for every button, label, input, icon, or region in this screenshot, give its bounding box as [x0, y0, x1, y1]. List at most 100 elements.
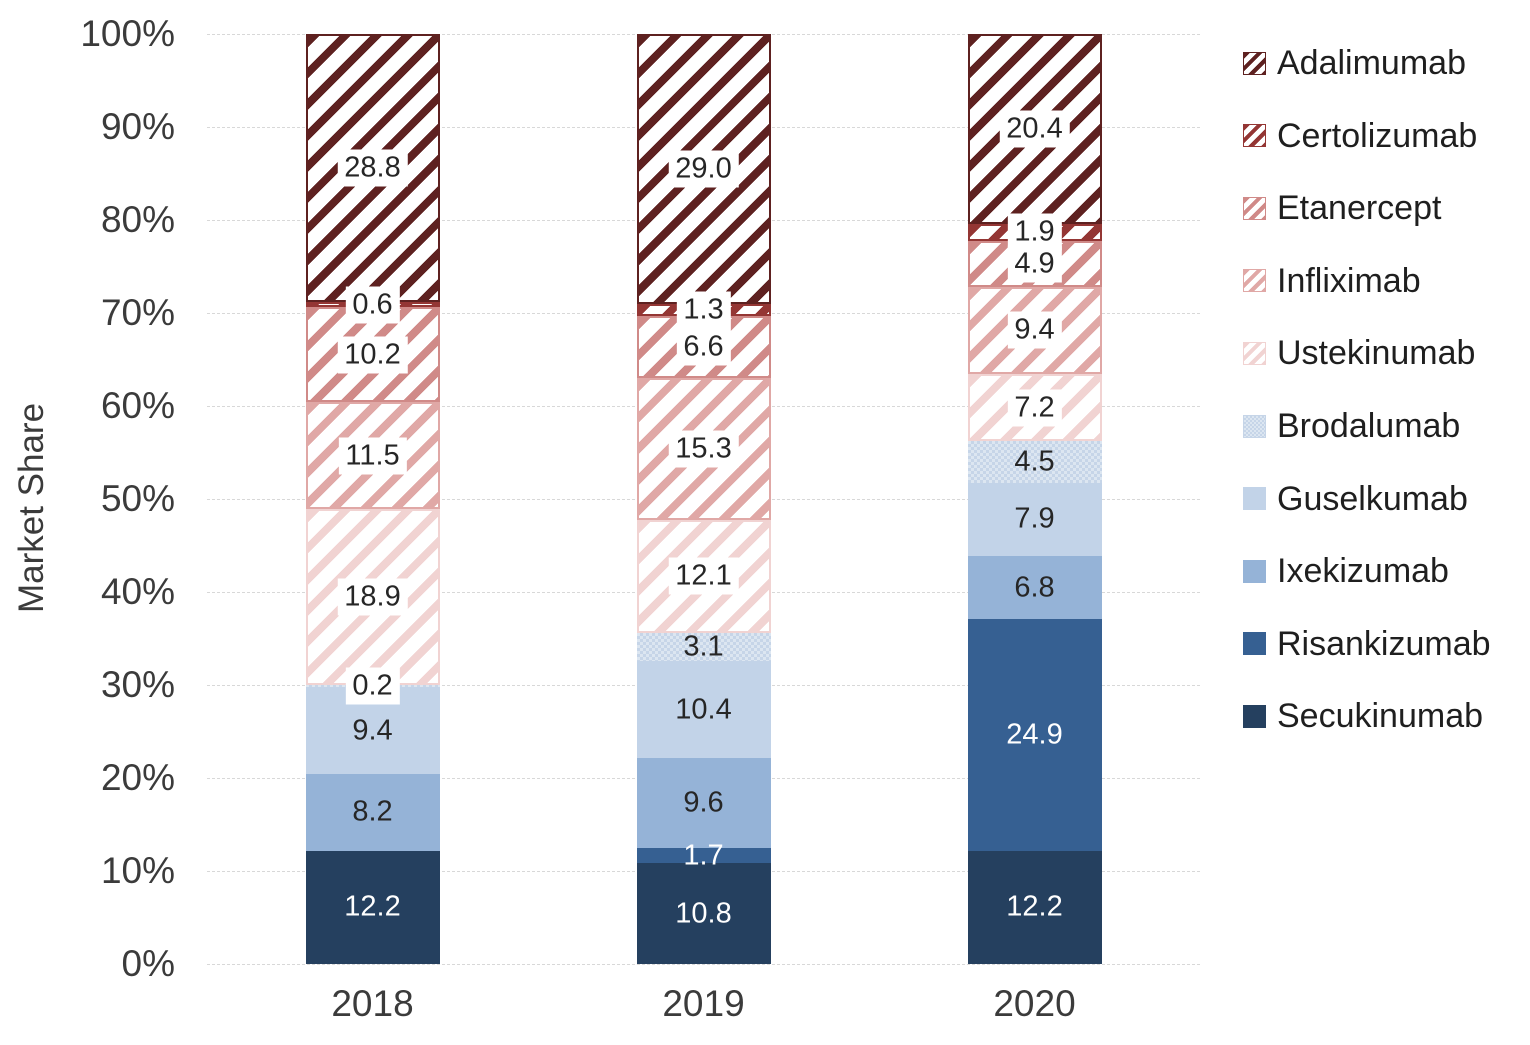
segment-adalimumab-2019: 29.0	[636, 34, 771, 305]
value-label: 12.2	[1006, 890, 1063, 923]
y-tick-label: 70%	[100, 292, 175, 333]
legend-item-label: Adalimumab	[1277, 44, 1466, 82]
plot-area: 28.8 0.6 10.2 11.5 18.9 0.2 9.4 8.2 12.2 29.0 1.3 6…	[207, 34, 1200, 965]
y-tick-label: 50%	[100, 478, 175, 519]
y-tick-label: 80%	[100, 199, 175, 240]
gridline	[207, 964, 1200, 965]
legend-swatch-infliximab	[1243, 269, 1266, 293]
y-tick-label: 40%	[100, 571, 175, 612]
legend-item-brodalumab: Brodalumab	[1243, 407, 1460, 445]
segment-ixekizumab-2019: 9.6	[636, 758, 771, 848]
value-label: 9.4	[1007, 311, 1062, 349]
legend-item-risankizumab: Risankizumab	[1243, 625, 1491, 663]
legend-swatch-secukinumab	[1243, 704, 1266, 728]
segment-ustekinumab-2019: 12.1	[636, 520, 771, 633]
y-tick-label: 20%	[100, 757, 175, 798]
segment-ixekizumab-2020: 6.8	[967, 556, 1102, 620]
value-label: 7.9	[1014, 502, 1055, 535]
legend-item-ixekizumab: Ixekizumab	[1243, 552, 1449, 590]
legend-swatch-etanercept	[1243, 196, 1266, 220]
value-label: 18.9	[337, 578, 408, 616]
value-label: 10.4	[675, 693, 732, 726]
value-label: 12.2	[344, 890, 401, 923]
legend-swatch-certolizumab	[1243, 124, 1266, 148]
segment-risankizumab-2020: 24.9	[967, 619, 1102, 851]
segment-infliximab-2019: 15.3	[636, 377, 771, 520]
segment-certolizumab-2019: 1.3	[636, 291, 771, 329]
value-label: 6.8	[1014, 571, 1055, 604]
legend-item-label: Infliximab	[1277, 261, 1421, 300]
segment-guselkumab-2020: 7.9	[967, 482, 1102, 557]
y-tick-label: 0%	[121, 943, 175, 984]
legend-item-guselkumab: Guselkumab	[1243, 480, 1468, 518]
value-label: 3.1	[683, 630, 724, 663]
value-label: 9.4	[352, 714, 393, 747]
y-tick-label: 10%	[100, 850, 175, 891]
segment-adalimumab-2020: 20.4	[967, 34, 1102, 224]
segment-secukinumab-2020: 12.2	[967, 850, 1102, 964]
legend-swatch-adalimumab	[1243, 51, 1266, 75]
legend-item-label: Ustekinumab	[1277, 334, 1476, 373]
legend-item-secukinumab: Secukinumab	[1243, 697, 1483, 735]
y-tick-label: 30%	[100, 664, 175, 705]
segment-etanercept-2019: 6.6	[636, 316, 771, 378]
value-label: 4.9	[1007, 245, 1062, 283]
legend-item-label: Secukinumab	[1277, 697, 1484, 736]
x-tick-label: 2019	[662, 983, 745, 1024]
legend-item-adalimumab: Adalimumab	[1243, 44, 1466, 82]
x-tick-label: 2020	[993, 983, 1076, 1024]
value-label: 12.1	[668, 557, 739, 595]
legend-item-label: Certolizumab	[1277, 116, 1478, 155]
value-label: 7.2	[1007, 389, 1062, 427]
legend-item-label: Risankizumab	[1277, 624, 1491, 663]
legend-item-label: Brodalumab	[1277, 407, 1461, 445]
segment-infliximab-2020: 9.4	[967, 286, 1102, 375]
x-tick-label: 2018	[331, 983, 414, 1024]
legend-item-ustekinumab: Ustekinumab	[1243, 334, 1475, 372]
value-label: 11.5	[338, 437, 407, 475]
value-label: 10.2	[337, 336, 408, 374]
segment-guselkumab-2019: 10.4	[636, 661, 771, 759]
segment-brodalumab-2020: 4.5	[967, 440, 1102, 483]
legend-item-etanercept: Etanercept	[1243, 189, 1441, 227]
legend-item-infliximab: Infliximab	[1243, 262, 1421, 300]
value-label: 24.9	[1006, 718, 1063, 751]
y-tick-label: 60%	[100, 385, 175, 426]
segment-risankizumab-2019: 1.7	[636, 839, 771, 871]
segment-infliximab-2018: 11.5	[305, 402, 440, 510]
segment-ustekinumab-2018: 18.9	[305, 509, 440, 686]
segment-brodalumab-2019: 3.1	[636, 631, 771, 663]
legend-item-label: Guselkumab	[1277, 479, 1468, 518]
segment-ustekinumab-2020: 7.2	[967, 374, 1102, 441]
bar-2019: 29.0 1.3 6.6 15.3 12.1 3.1 10.4 9.6 1.7 10.8	[636, 34, 771, 964]
value-label: 10.8	[675, 897, 732, 930]
value-label: 4.5	[1014, 445, 1055, 478]
legend-swatch-ustekinumab	[1243, 341, 1266, 365]
segment-brodalumab-2018: 0.2	[305, 667, 440, 705]
value-label: 1.3	[676, 291, 731, 329]
value-label: 6.6	[676, 328, 731, 366]
value-label: 0.6	[345, 286, 400, 324]
value-label: 9.6	[683, 786, 724, 819]
segment-ixekizumab-2018: 8.2	[305, 774, 440, 851]
segment-secukinumab-2018: 12.2	[305, 850, 440, 964]
segment-certolizumab-2020: 1.9	[967, 213, 1102, 251]
value-label: 20.4	[999, 110, 1070, 148]
legend-swatch-risankizumab	[1243, 632, 1266, 656]
y-tick-label: 100%	[80, 13, 175, 54]
legend-swatch-ixekizumab	[1243, 559, 1266, 583]
value-label: 1.7	[683, 839, 724, 872]
bar-2018: 28.8 0.6 10.2 11.5 18.9 0.2 9.4 8.2 12.2	[305, 34, 440, 964]
bar-2020: 20.4 1.9 4.9 9.4 7.2 4.5 7.9 6.8 24.9 12.2	[967, 34, 1102, 964]
y-tick-label: 90%	[100, 106, 175, 147]
segment-etanercept-2020: 4.9	[967, 241, 1102, 287]
legend-item-certolizumab: Certolizumab	[1243, 117, 1477, 155]
value-label: 8.2	[352, 795, 393, 828]
legend-item-label: Etanercept	[1277, 189, 1442, 228]
value-label: 28.8	[337, 149, 408, 187]
legend-swatch-guselkumab	[1243, 487, 1266, 511]
segment-adalimumab-2018: 28.8	[305, 34, 440, 302]
legend-item-label: Ixekizumab	[1277, 552, 1449, 591]
value-label: 0.2	[345, 667, 400, 705]
